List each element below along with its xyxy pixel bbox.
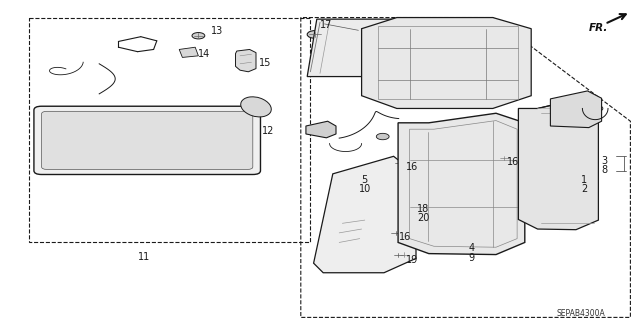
FancyBboxPatch shape	[34, 106, 260, 174]
Circle shape	[129, 166, 140, 171]
Ellipse shape	[241, 97, 271, 117]
Polygon shape	[398, 113, 525, 255]
Circle shape	[392, 252, 404, 258]
Text: 20: 20	[417, 213, 429, 223]
Text: 16: 16	[507, 157, 519, 167]
Text: 14: 14	[198, 49, 211, 59]
Text: 19: 19	[406, 255, 418, 265]
Bar	[29, 18, 310, 242]
Circle shape	[426, 166, 496, 201]
Text: 17: 17	[320, 20, 332, 30]
Text: 10: 10	[358, 184, 371, 194]
Polygon shape	[362, 18, 531, 108]
Text: SEPAB4300A: SEPAB4300A	[557, 309, 605, 318]
Polygon shape	[307, 19, 448, 77]
Circle shape	[442, 174, 480, 193]
Text: 16: 16	[399, 232, 411, 242]
Polygon shape	[306, 121, 336, 138]
Circle shape	[393, 160, 406, 166]
Text: 4: 4	[468, 243, 475, 253]
Text: 1: 1	[581, 175, 588, 185]
Circle shape	[387, 222, 404, 231]
Circle shape	[192, 33, 205, 39]
Circle shape	[500, 29, 511, 34]
Circle shape	[399, 252, 410, 257]
Text: 12: 12	[262, 126, 275, 136]
Circle shape	[307, 31, 323, 38]
Text: 15: 15	[259, 58, 271, 68]
Polygon shape	[314, 156, 416, 273]
Circle shape	[385, 29, 396, 34]
Text: 5: 5	[362, 175, 368, 185]
Polygon shape	[550, 91, 602, 128]
Polygon shape	[179, 47, 198, 57]
Circle shape	[389, 230, 402, 236]
Text: 11: 11	[138, 252, 150, 262]
Polygon shape	[518, 100, 598, 230]
Text: 2: 2	[581, 184, 588, 194]
Text: 16: 16	[406, 162, 418, 172]
Circle shape	[499, 155, 510, 161]
Circle shape	[376, 133, 389, 140]
Text: 9: 9	[468, 253, 475, 263]
Circle shape	[365, 211, 426, 242]
Circle shape	[376, 217, 415, 236]
Text: 3: 3	[602, 156, 608, 166]
Circle shape	[500, 92, 511, 97]
Text: 8: 8	[602, 165, 608, 175]
Text: 13: 13	[211, 26, 223, 36]
Circle shape	[426, 51, 470, 73]
Polygon shape	[236, 49, 256, 72]
FancyBboxPatch shape	[42, 111, 253, 169]
Circle shape	[410, 43, 486, 81]
Text: 18: 18	[417, 204, 429, 213]
Circle shape	[590, 105, 603, 112]
Text: FR.: FR.	[589, 23, 608, 33]
Circle shape	[385, 92, 396, 97]
